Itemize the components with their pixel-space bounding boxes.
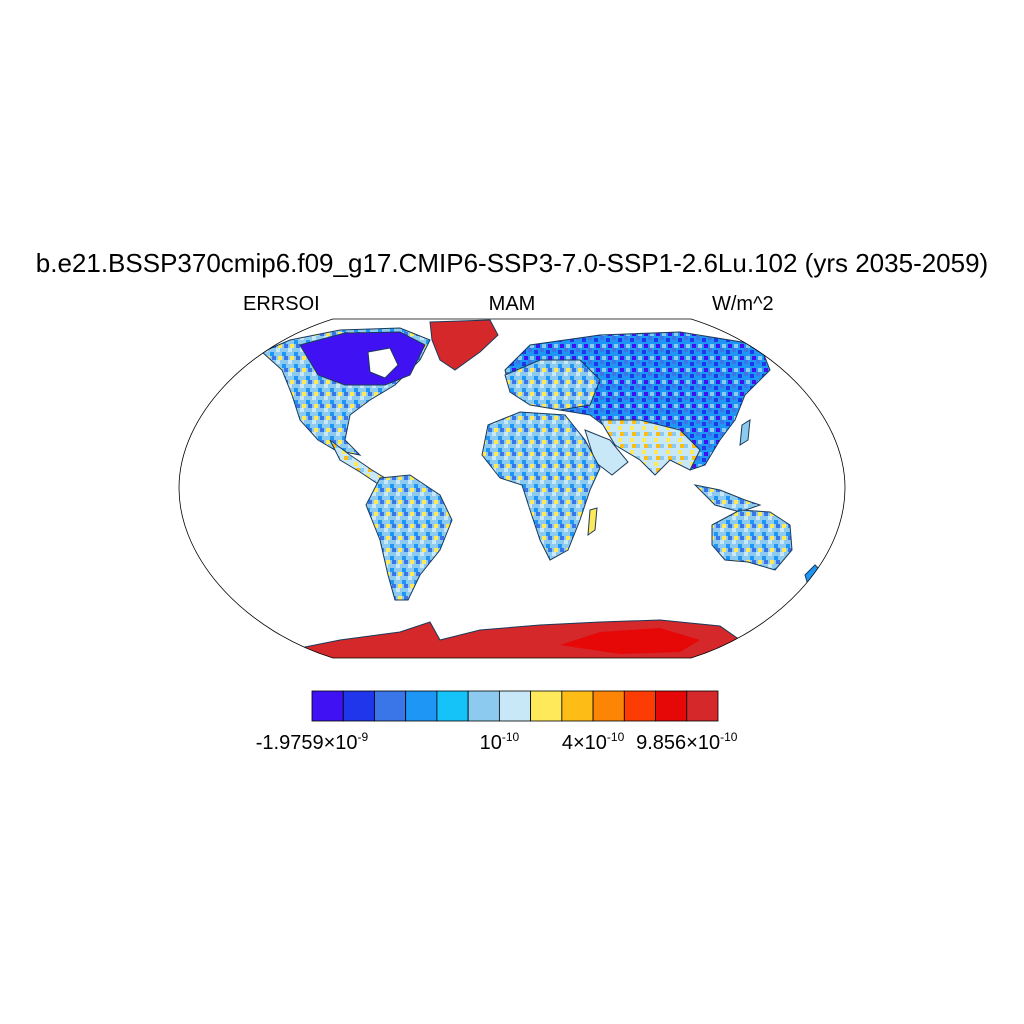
colorbar-swatch-0 — [311, 690, 344, 722]
region-south-america — [365, 474, 453, 601]
season-label: MAM — [488, 293, 536, 315]
variable-label: ERRSOI — [243, 293, 320, 315]
region-australia — [711, 509, 793, 571]
colorbar-swatch-2 — [374, 690, 407, 722]
colorbar-label-1: 10-10 — [479, 730, 520, 754]
colorbar-swatch-12 — [686, 690, 719, 722]
colorbar-label-2: 4×10-10 — [561, 730, 625, 754]
region-southeast-asia — [693, 484, 762, 513]
colorbar-swatch-5 — [467, 690, 500, 722]
colorbar-swatch-1 — [342, 690, 375, 722]
colorbar-swatch-10 — [623, 690, 656, 722]
colorbar — [311, 690, 719, 722]
region-greenland — [429, 319, 499, 371]
region-europe — [504, 359, 601, 411]
colorbar-swatch-6 — [498, 690, 532, 722]
colorbar-swatch-7 — [530, 690, 563, 722]
colorbar-swatch-3 — [405, 690, 438, 722]
map-title: b.e21.BSSP370cmip6.f09_g17.CMIP6-SSP3-7.… — [35, 248, 989, 278]
region-central-america — [329, 439, 386, 485]
region-africa — [481, 411, 601, 561]
map-outline — [178, 318, 846, 659]
colorbar-label-3: 9.856×10-10 — [636, 730, 738, 754]
colorbar-swatch-4 — [436, 690, 469, 722]
colorbar-swatch-11 — [655, 690, 688, 722]
colorbar-label-0: -1.9759×10-9 — [255, 730, 369, 754]
units-label: W/m^2 — [712, 293, 774, 315]
map-land — [261, 319, 823, 658]
region-madagascar — [587, 507, 598, 537]
colorbar-swatch-9 — [592, 690, 625, 722]
region-canada-north — [299, 331, 426, 386]
region-japan — [739, 419, 751, 446]
region-antarctica-core — [560, 628, 700, 654]
colorbar-swatch-8 — [561, 690, 594, 722]
region-hudson-bay — [367, 347, 399, 379]
region-asia-south — [599, 419, 701, 476]
